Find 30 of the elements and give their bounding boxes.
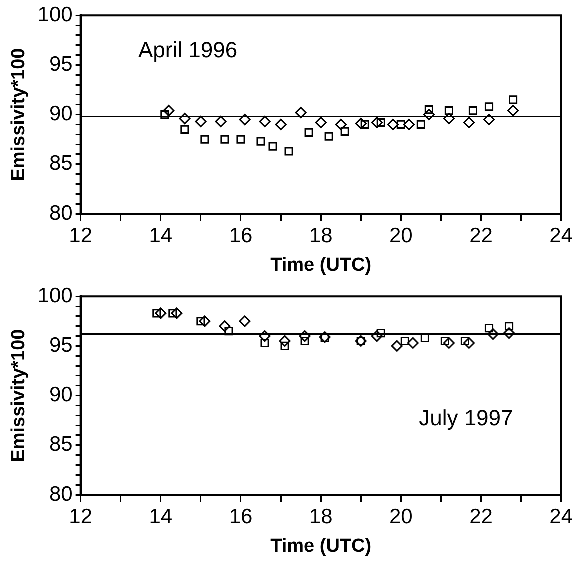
x-axis-title: Time (UTC)	[270, 536, 372, 557]
x-tick-label: 18	[309, 505, 333, 528]
y-tick-label: 85	[49, 433, 73, 456]
text: July 1997	[419, 406, 514, 431]
x-tick-label: 22	[470, 224, 493, 248]
y-tick-label: 80	[49, 202, 73, 225]
x-tick-label: 18	[309, 224, 333, 248]
x-axis-title: Time (UTC)	[270, 254, 372, 276]
x-tick-label: 24	[550, 505, 574, 528]
y-tick-label: 100	[38, 284, 73, 308]
x-tick-label: 16	[229, 505, 253, 528]
y-tick-label: 85	[49, 152, 73, 176]
x-tick-label: 16	[229, 224, 253, 248]
y-axis-title: Emissivity*100	[8, 48, 30, 182]
x-tick-label: 22	[470, 505, 493, 528]
x-tick-label: 14	[149, 505, 173, 528]
y-tick-label: 90	[49, 102, 73, 126]
x-tick-label: 14	[149, 224, 173, 248]
text: April 1996	[138, 37, 238, 62]
y-tick-label: 95	[49, 334, 73, 357]
x-tick-label: 20	[389, 224, 413, 248]
x-tick-label: 20	[389, 505, 413, 528]
x-tick-label: 24	[550, 224, 574, 248]
y-tick-label: 80	[49, 482, 73, 506]
x-tick-label: 12	[69, 505, 93, 528]
y-tick-label: 95	[49, 52, 73, 76]
y-tick-label: 90	[49, 384, 73, 407]
x-tick-label: 12	[69, 224, 93, 248]
y-axis-title: Emissivity*100	[8, 329, 30, 462]
y-tick-label: 100	[38, 3, 73, 26]
